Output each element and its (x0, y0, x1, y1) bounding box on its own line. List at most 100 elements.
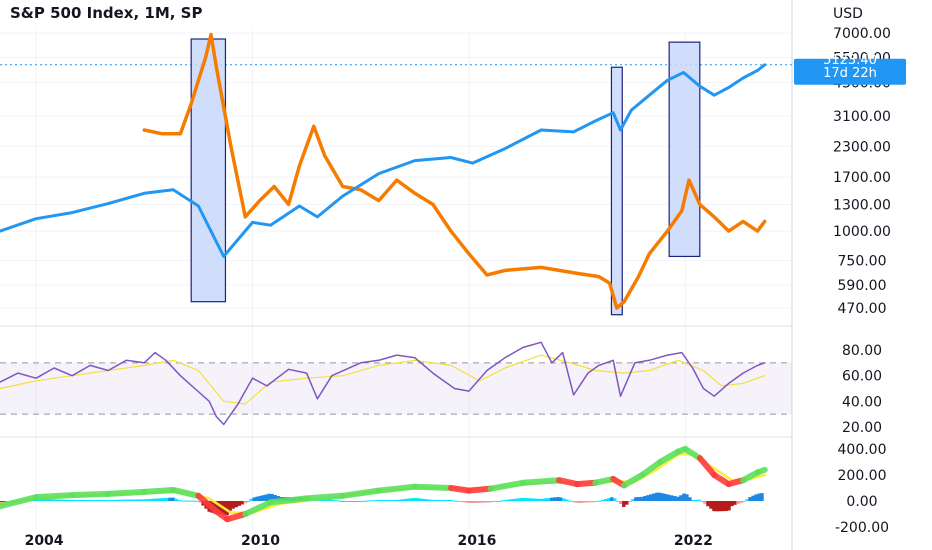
macd-histogram-bar (126, 499, 130, 501)
macd-line-segment (33, 492, 76, 501)
macd-histogram-bar (658, 492, 662, 501)
orange-series-line (142, 32, 767, 310)
macd-histogram-bar (258, 495, 262, 501)
macd-histogram-bar (721, 501, 725, 512)
macd-histogram-bar (474, 501, 479, 503)
macd-histogram-bar (264, 494, 268, 501)
macd-histogram-bar (456, 501, 461, 502)
macd-histogram-bar (411, 498, 416, 501)
time-tick-label-3: 2022 (674, 533, 713, 549)
macd-histogram-bar (147, 499, 151, 501)
price-tick-label-7: 1000.00 (833, 224, 891, 240)
highlight-box-1 (610, 66, 623, 316)
macd-histogram-bar (679, 495, 683, 501)
macd-histogram-bar (111, 499, 115, 501)
macd-histogram-bar (216, 501, 220, 515)
macd-histogram-bar (180, 500, 184, 502)
macd-histogram-bar (583, 501, 587, 503)
macd-histogram-bar (589, 501, 593, 503)
macd-line-segment (592, 475, 617, 486)
macd-histogram-bar (568, 500, 572, 502)
macd-histogram-bar (601, 499, 605, 501)
macd-histogram-bar (652, 493, 656, 501)
macd-histogram-bar (174, 498, 178, 501)
macd-histogram-bar (366, 500, 371, 502)
macd-line-segment (105, 488, 148, 497)
macd-histogram-bar (60, 499, 64, 501)
macd-histogram-bar (571, 501, 575, 502)
macd-histogram-bar (93, 499, 97, 501)
macd-histogram-bar (78, 499, 82, 501)
macd-histogram-bar (634, 497, 638, 501)
macd-histogram-bar (580, 501, 584, 503)
macd-histogram-bar (375, 500, 380, 502)
rsi-ma-line (0, 354, 766, 405)
macd-histogram-bar (459, 501, 464, 502)
macd-histogram-bar (619, 501, 623, 505)
macd-histogram-bar (736, 501, 740, 504)
macd-histogram-bar (255, 496, 259, 501)
macd-line-segment (621, 472, 646, 489)
macd-histogram-bar (378, 499, 383, 501)
macd-histogram-bar (405, 498, 410, 501)
macd-histogram-bar (354, 501, 359, 502)
macd-histogram-bar (549, 497, 554, 501)
macd-histogram-bar (186, 500, 190, 502)
macd-histogram-bar (129, 499, 133, 501)
macd-histogram-bar (613, 498, 617, 501)
currency-label[interactable]: USD (833, 6, 863, 22)
macd-histogram-bar (504, 499, 509, 501)
macd-histogram-bar (562, 498, 566, 501)
macd-histogram-bar (670, 495, 674, 501)
macd-histogram-bar (195, 500, 199, 502)
macd-histogram-bar (273, 495, 277, 501)
macd-histogram-bar (649, 494, 653, 501)
macd-histogram-bar (81, 499, 85, 501)
macd-histogram-bar (441, 499, 446, 501)
macd-histogram-bar (360, 500, 365, 502)
macd-line-segment (556, 477, 581, 488)
macd-histogram-bar (396, 499, 401, 501)
macd-histogram-bar (381, 499, 386, 501)
macd-histogram-bar (733, 501, 737, 505)
x-axis-ticks: 2004 2010 2016 2022 (25, 533, 713, 549)
macd-histogram-bar (177, 500, 181, 502)
macd-histogram-bar (462, 501, 467, 503)
macd-histogram-bar (628, 501, 632, 502)
macd-histogram-bar (546, 498, 551, 501)
macd-line-segment (339, 487, 382, 499)
macd-histogram-bar (489, 501, 494, 503)
macd-histogram-bar (604, 498, 608, 501)
macd-histogram-bar (477, 501, 482, 503)
macd-histogram-bar (51, 499, 55, 501)
price-tick-label-8: 750.00 (838, 253, 887, 269)
macd-histogram-bar (351, 501, 356, 502)
macd-histogram-bar (718, 501, 722, 512)
macd-histogram-bar (330, 499, 335, 501)
macd-histogram-bar (198, 501, 202, 503)
macd-line-segment (141, 486, 177, 495)
macd-histogram-bar (543, 498, 548, 501)
macd-histogram-bar (610, 497, 614, 501)
macd-histogram-bar (342, 501, 347, 502)
price-tick-label-5: 1700.00 (833, 170, 891, 186)
macd-histogram-bar (631, 499, 635, 501)
macd-histogram-bar (688, 497, 692, 501)
macd-line-segment (487, 479, 527, 492)
macd-histogram-bar (616, 501, 620, 502)
macd-histogram-bar (739, 501, 743, 503)
macd-histogram-bar (691, 499, 695, 501)
rsi-tick-label-0: 80.00 (842, 343, 882, 359)
macd-histogram-bar (150, 498, 154, 501)
macd-histogram-bar (72, 499, 76, 501)
macd-histogram-bar (703, 501, 707, 504)
grid-lines (0, 30, 792, 530)
macd-line-segment (69, 490, 112, 499)
macd-histogram-bar (483, 501, 488, 503)
macd-histogram-bar (387, 499, 392, 501)
macd-histogram-bar (697, 499, 701, 501)
macd-histogram-bar (742, 501, 746, 502)
macd-histogram-bar (745, 499, 749, 501)
macd-histogram-bar (495, 501, 500, 502)
